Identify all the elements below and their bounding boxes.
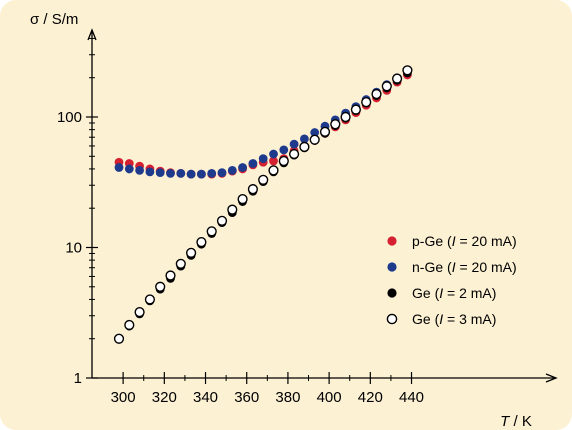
y-tick-label: 10: [65, 240, 82, 257]
data-point: [278, 155, 289, 167]
data-point: [258, 154, 268, 163]
data-point: [381, 81, 392, 92]
data-point: [196, 236, 207, 248]
data-point: [371, 88, 382, 100]
data-point: [258, 174, 269, 185]
legend-marker: [387, 262, 397, 272]
y-axis-label: σ / S/m: [30, 11, 78, 28]
data-point: [216, 215, 228, 226]
y-tick-label: 1: [74, 370, 82, 387]
data-point: [268, 165, 279, 176]
data-point: [197, 169, 206, 179]
data-point: [238, 163, 248, 172]
data-point: [114, 163, 124, 172]
data-point: [206, 226, 217, 237]
x-tick-label: 320: [152, 389, 177, 406]
data-point: [310, 128, 320, 137]
data-points: [113, 65, 413, 344]
data-point: [155, 281, 166, 292]
x-tick-label: 380: [275, 389, 300, 406]
data-point: [330, 119, 341, 130]
x-axis-label: T / K: [500, 413, 532, 430]
data-point: [309, 134, 320, 145]
data-point: [269, 149, 278, 159]
data-point: [279, 145, 289, 155]
x-tick-label: 360: [234, 389, 259, 406]
data-point: [113, 333, 125, 344]
x-tick-label: 420: [358, 389, 383, 406]
data-point: [124, 164, 134, 174]
data-point: [176, 168, 186, 178]
data-point: [144, 294, 156, 305]
data-point: [350, 104, 362, 115]
data-point: [402, 65, 413, 76]
data-point: [207, 168, 217, 178]
data-point: [237, 193, 248, 205]
x-tick-label: 440: [399, 389, 424, 406]
x-axis-label-var: T: [500, 413, 511, 430]
data-point: [289, 148, 300, 160]
legend-label: p-Ge (I = 20 mA): [412, 233, 517, 249]
data-point: [361, 97, 372, 108]
legend-label: Ge (I = 3 mA): [412, 311, 496, 327]
data-point: [165, 270, 176, 281]
x-axis-label-unit: / K: [509, 413, 532, 430]
axes: 300 320 340 360 380 400 420 440 1 10 100: [57, 28, 558, 406]
x-tick-label: 400: [317, 389, 342, 406]
x-axis-arrow: [545, 373, 558, 383]
data-point: [145, 167, 155, 177]
data-point: [340, 111, 351, 123]
legend-marker: [387, 288, 397, 298]
data-point: [227, 165, 237, 175]
x-tick-label: 300: [111, 389, 136, 406]
legend-label: n-Ge (I = 20 mA): [412, 259, 517, 275]
data-point: [186, 169, 196, 179]
x-tick-label: 340: [193, 389, 218, 406]
series-3: [113, 65, 413, 344]
data-point: [135, 165, 145, 175]
data-point: [227, 204, 238, 215]
y-tick-label: 100: [57, 109, 82, 126]
data-point: [247, 184, 259, 195]
data-point: [392, 73, 403, 84]
data-point: [134, 306, 145, 318]
legend: p-Ge (I = 20 mA) n-Ge (I = 20 mA) Ge (I = …: [386, 233, 517, 327]
data-point: [300, 134, 309, 144]
data-point: [186, 247, 197, 258]
data-point: [124, 319, 135, 331]
data-point: [217, 168, 227, 177]
data-point: [155, 168, 165, 177]
legend-marker: [386, 313, 398, 325]
data-point: [269, 156, 278, 166]
data-point: [166, 168, 175, 178]
legend-label: Ge (I = 2 mA): [412, 285, 496, 301]
data-point: [319, 126, 331, 137]
legend-marker: [387, 236, 397, 246]
data-point: [299, 141, 310, 153]
data-point: [175, 258, 186, 269]
data-point: [289, 139, 299, 149]
data-point: [248, 159, 258, 168]
y-axis-arrow: [87, 28, 97, 41]
